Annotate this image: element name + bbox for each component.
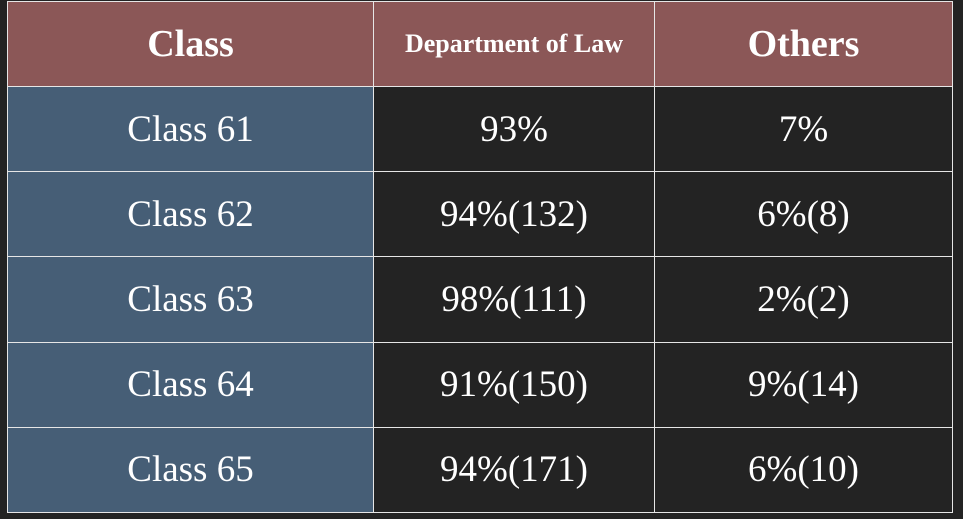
class-cell: Class 61 (7, 85, 374, 173)
table-row: Class 65 94%(171) 6%(10) (7, 426, 953, 514)
law-cell: 94%(171) (373, 426, 655, 514)
class-distribution-table: Class Department of Law Others Class 61 … (7, 1, 953, 514)
class-cell: Class 62 (7, 171, 374, 258)
table-row: Class 62 94%(132) 6%(8) (7, 171, 953, 258)
header-class: Class (7, 1, 374, 87)
law-cell: 93% (373, 85, 655, 173)
others-cell: 9%(14) (654, 341, 953, 428)
header-row: Class Department of Law Others (7, 1, 953, 87)
header-department-of-law: Department of Law (373, 1, 655, 87)
table-row: Class 61 93% 7% (7, 85, 953, 173)
others-cell: 7% (654, 85, 953, 173)
others-cell: 6%(10) (654, 426, 953, 514)
header-others: Others (654, 1, 953, 87)
others-cell: 6%(8) (654, 171, 953, 258)
class-cell: Class 65 (7, 426, 374, 514)
others-cell: 2%(2) (654, 256, 953, 343)
table-row: Class 64 91%(150) 9%(14) (7, 341, 953, 428)
class-cell: Class 63 (7, 256, 374, 343)
class-cell: Class 64 (7, 341, 374, 428)
law-cell: 94%(132) (373, 171, 655, 258)
law-cell: 91%(150) (373, 341, 655, 428)
table-row: Class 63 98%(111) 2%(2) (7, 256, 953, 343)
law-cell: 98%(111) (373, 256, 655, 343)
